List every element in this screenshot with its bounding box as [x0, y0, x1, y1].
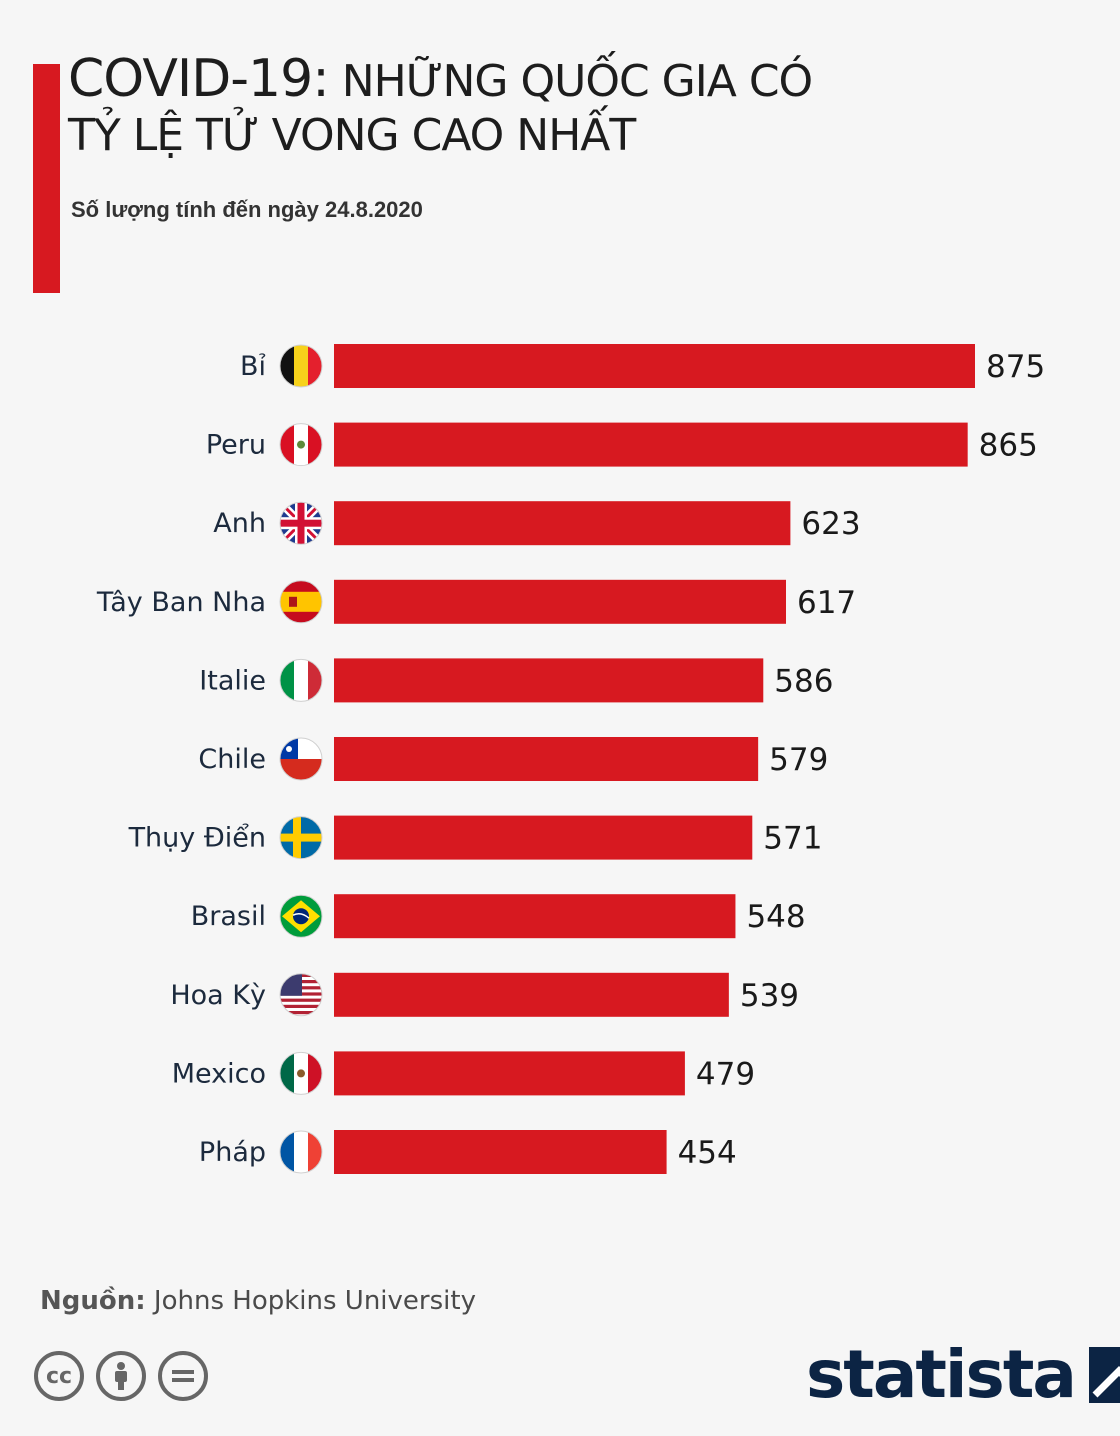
value-label: 454	[678, 1135, 737, 1171]
bar	[334, 815, 753, 860]
statista-logo: statista	[806, 1342, 1120, 1408]
value-label: 586	[774, 663, 833, 699]
bar	[334, 501, 791, 546]
category-label: Brasil	[191, 901, 266, 932]
category-label: Chile	[198, 744, 266, 775]
category-label: Tây Ban Nha	[96, 587, 266, 618]
bar	[334, 344, 975, 388]
value-label: 571	[763, 821, 822, 857]
bar	[334, 1130, 667, 1174]
source-label: Nguồn:	[40, 1286, 146, 1316]
brand-name: statista	[806, 1336, 1077, 1413]
value-label: 617	[797, 585, 856, 621]
category-label: Mexico	[172, 1058, 266, 1089]
title-line-2: TỶ LỆ TỬ VONG CAO NHẤT	[68, 110, 636, 161]
chart-subtitle: Số lượng tính đến ngày 24.8.2020	[71, 197, 423, 222]
brazil-flag-icon	[279, 894, 323, 938]
bar-chart: Bỉ 875 Peru 865 Anh 623 Tây Ban Nha 617 Italie 58…	[96, 344, 1045, 1174]
value-label: 623	[801, 506, 860, 542]
value-label: 539	[740, 978, 799, 1014]
title-accent-bar	[33, 64, 60, 293]
no-derivatives-icon	[158, 1351, 208, 1401]
bar	[334, 737, 759, 781]
value-label: 865	[979, 428, 1038, 464]
page-title: COVID-19: NHỮNG QUỐC GIA CÓ TỶ LỆ TỬ VON…	[68, 52, 968, 163]
category-label: Pháp	[199, 1137, 266, 1168]
peru-flag-icon	[279, 423, 323, 467]
italy-flag-icon	[279, 658, 323, 702]
bar	[334, 894, 736, 939]
license-icons: cc	[34, 1351, 208, 1401]
belgium-flag-icon	[279, 344, 323, 388]
category-label: Anh	[213, 508, 266, 539]
source-value: Johns Hopkins University	[153, 1286, 476, 1316]
category-label: Italie	[199, 665, 266, 696]
bar	[334, 972, 729, 1017]
category-label: Peru	[206, 430, 266, 461]
bar	[334, 422, 968, 467]
title-part-1: COVID-19:	[68, 49, 330, 109]
sweden-flag-icon	[279, 816, 323, 860]
value-label: 479	[696, 1056, 755, 1092]
category-label: Thụy Điển	[128, 823, 266, 854]
source-note: Nguồn: Johns Hopkins University	[40, 1286, 476, 1316]
title-part-2: NHỮNG QUỐC GIA CÓ	[341, 56, 813, 107]
mexico-flag-icon	[279, 1051, 323, 1095]
france-flag-icon	[279, 1130, 323, 1174]
spain-flag-icon	[279, 580, 323, 624]
bar	[334, 579, 786, 624]
uk-flag-icon	[279, 501, 323, 545]
bar	[334, 658, 764, 703]
value-label: 548	[746, 899, 805, 935]
attribution-icon	[96, 1351, 146, 1401]
category-label: Hoa Kỳ	[170, 980, 266, 1011]
value-label: 579	[769, 742, 828, 778]
category-label: Bỉ	[240, 351, 266, 382]
statista-mark-icon	[1088, 1347, 1120, 1403]
chile-flag-icon	[279, 737, 323, 781]
cc-icon: cc	[34, 1351, 84, 1401]
value-label: 875	[986, 349, 1045, 385]
bar	[334, 1051, 685, 1096]
usa-flag-icon	[279, 973, 323, 1017]
